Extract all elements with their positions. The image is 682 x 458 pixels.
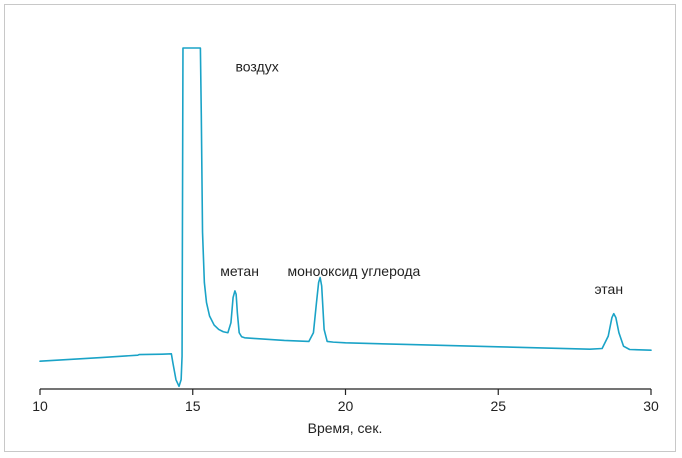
x-tick-label: 20 [338,398,354,414]
x-tick-label: 25 [490,398,506,414]
x-tick-label: 30 [643,398,659,414]
peak-annotations: воздух метан монооксид углерода этан [220,58,623,297]
chart-frame [4,4,676,452]
peak-label: воздух [236,58,279,74]
x-axis-ticks: 10 15 20 25 30 [32,389,659,414]
x-tick-label: 10 [32,398,48,414]
peak-label: этан [594,281,623,297]
x-axis-title: Время, сек. [308,420,383,436]
series-line [39,47,652,388]
peak-label: монооксид углерода [287,263,420,279]
x-tick-label: 15 [185,398,201,414]
peak-label: метан [220,263,259,279]
